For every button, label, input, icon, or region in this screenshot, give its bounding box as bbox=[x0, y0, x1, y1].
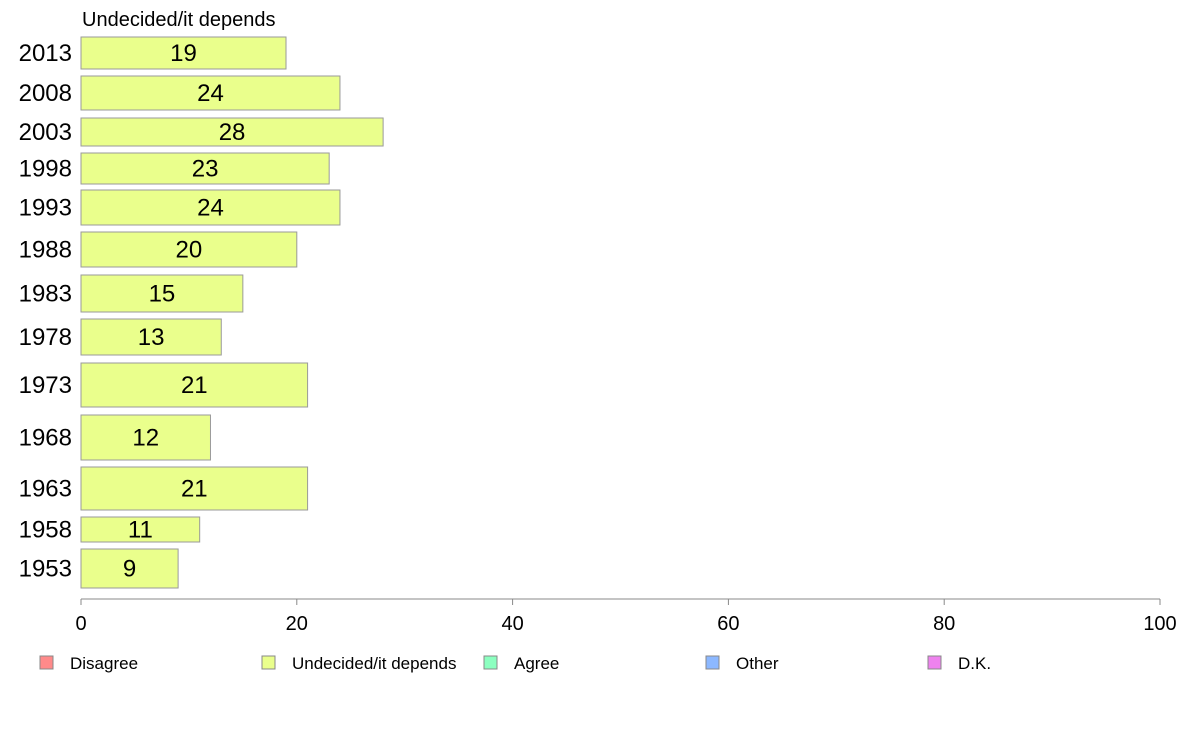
chart-title: Undecided/it depends bbox=[82, 9, 275, 31]
category-label: 2008 bbox=[19, 80, 72, 107]
bar-1963 bbox=[80, 466, 309, 511]
x-tick-label: 0 bbox=[75, 613, 86, 635]
legend-swatch bbox=[261, 655, 276, 670]
bar-2003 bbox=[80, 117, 384, 147]
category-label: 1963 bbox=[19, 476, 72, 503]
bar-1978 bbox=[80, 318, 222, 356]
legend-label: D.K. bbox=[958, 654, 991, 673]
bar-value-label: 21 bbox=[181, 372, 208, 399]
bar-2013 bbox=[80, 36, 287, 70]
bar-value-label: 21 bbox=[181, 476, 208, 503]
bar-value-label: 13 bbox=[138, 324, 165, 351]
x-tick-label: 100 bbox=[1143, 613, 1176, 635]
bar-1958 bbox=[80, 516, 201, 543]
bar-1998 bbox=[80, 152, 330, 185]
bar-1983 bbox=[80, 274, 244, 313]
category-label: 1988 bbox=[19, 237, 72, 264]
legend: Disagree Undecided/it depends Agree Other D.… bbox=[39, 654, 991, 673]
bar-value-label: 28 bbox=[219, 119, 246, 146]
category-label: 1968 bbox=[19, 425, 72, 452]
legend-label: Undecided/it depends bbox=[292, 654, 456, 673]
bar-1973 bbox=[80, 362, 309, 408]
legend-swatch bbox=[705, 655, 720, 670]
category-label: 1953 bbox=[19, 556, 72, 583]
bar-group: 19 2013 24 2008 28 2003 23 1998 24 1993 20 1988 15 19… bbox=[19, 36, 384, 589]
category-label: 1958 bbox=[19, 517, 72, 544]
bar-1953 bbox=[80, 548, 179, 589]
bar-1968 bbox=[80, 414, 211, 461]
category-label: 1993 bbox=[19, 195, 72, 222]
category-label: 1978 bbox=[19, 324, 72, 351]
legend-swatch bbox=[39, 655, 54, 670]
legend-label: Agree bbox=[514, 654, 559, 673]
bar-value-label: 15 bbox=[149, 281, 176, 308]
x-tick-label: 60 bbox=[717, 613, 739, 635]
x-tick-label: 80 bbox=[933, 613, 955, 635]
x-tick-label: 20 bbox=[286, 613, 308, 635]
bar-value-label: 24 bbox=[197, 80, 224, 107]
bar-value-label: 23 bbox=[192, 156, 219, 183]
bar-value-label: 24 bbox=[197, 195, 224, 222]
bar-value-label: 11 bbox=[128, 517, 153, 544]
bar-1988 bbox=[80, 231, 298, 268]
legend-swatch bbox=[927, 655, 942, 670]
category-label: 1983 bbox=[19, 281, 72, 308]
legend-label: Disagree bbox=[70, 654, 138, 673]
x-axis: 0 20 40 60 80 100 bbox=[75, 598, 1177, 635]
legend-label: Other bbox=[736, 654, 779, 673]
bar-value-label: 19 bbox=[170, 40, 197, 67]
bar-value-label: 12 bbox=[132, 425, 159, 452]
bar-value-label: 20 bbox=[176, 237, 203, 264]
bar-value-label: 9 bbox=[123, 556, 136, 583]
bar-2008 bbox=[80, 75, 341, 111]
category-label: 1998 bbox=[19, 156, 72, 183]
x-tick-label: 40 bbox=[501, 613, 523, 635]
category-label: 2013 bbox=[19, 40, 72, 67]
category-label: 1973 bbox=[19, 372, 72, 399]
legend-swatch bbox=[483, 655, 498, 670]
bar-1993 bbox=[80, 189, 341, 226]
category-label: 2003 bbox=[19, 119, 72, 146]
